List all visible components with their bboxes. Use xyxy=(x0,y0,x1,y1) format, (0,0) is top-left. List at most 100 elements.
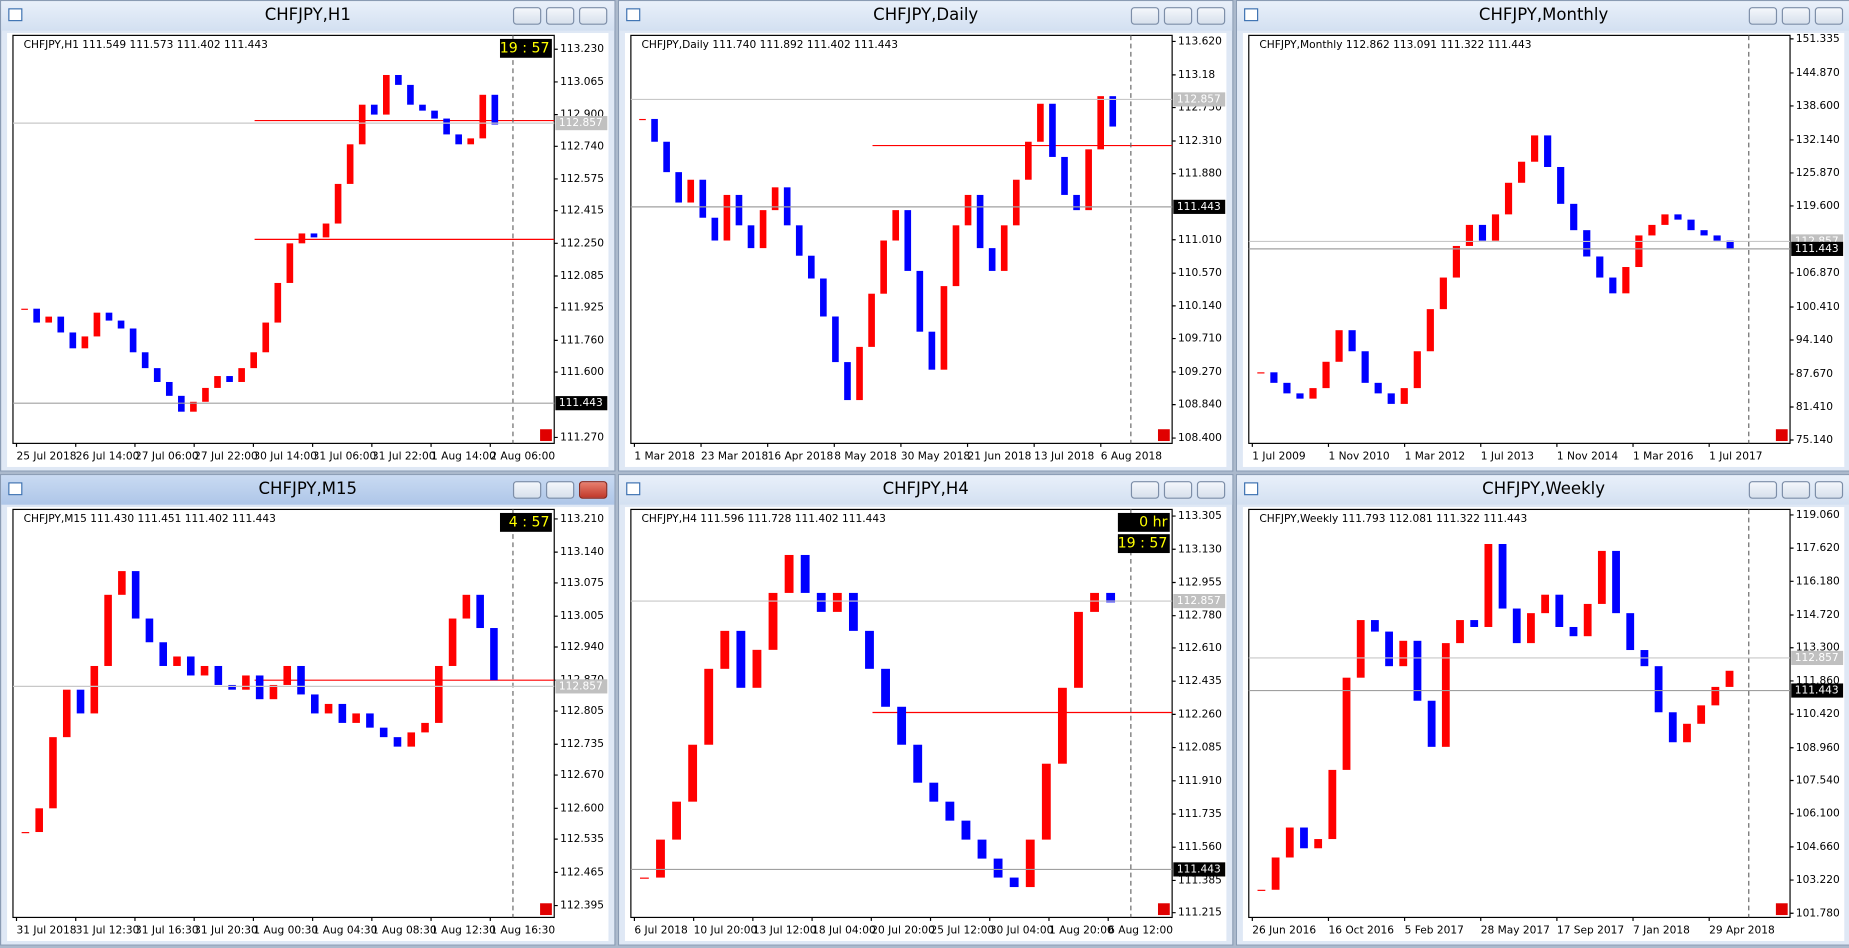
candle xyxy=(1478,224,1487,241)
candle xyxy=(1109,96,1117,127)
candle xyxy=(675,172,682,203)
y-tick-label: 108.840 xyxy=(1178,398,1222,411)
window-icon xyxy=(1244,482,1259,496)
candle xyxy=(1342,677,1351,770)
candle xyxy=(977,839,987,859)
y-tick-label: 138.600 xyxy=(1796,99,1840,112)
candle xyxy=(913,744,923,783)
x-tick-label: 1 Aug 20:00 xyxy=(1049,923,1114,936)
x-tick-label: 31 Jul 2018 xyxy=(17,923,77,936)
x-tick-label: 16 Oct 2016 xyxy=(1328,923,1394,936)
close-button[interactable] xyxy=(1196,7,1226,25)
candle xyxy=(286,243,294,283)
candle xyxy=(1309,388,1317,399)
chart-area: 113.620113.18112.750112.310111.880111.01… xyxy=(624,33,1227,467)
x-tick-label: 6 Aug 2018 xyxy=(1101,449,1162,462)
candle xyxy=(105,312,113,321)
x-tick-label: 10 Jul 20:00 xyxy=(694,923,758,936)
candle xyxy=(1452,245,1460,278)
one-click-button[interactable] xyxy=(1775,903,1788,916)
close-button[interactable] xyxy=(1814,481,1844,499)
x-tick-label: 1 Aug 16:30 xyxy=(490,923,555,936)
close-button[interactable] xyxy=(578,481,608,499)
candle xyxy=(159,642,168,666)
candle xyxy=(322,223,330,238)
candle xyxy=(202,387,209,402)
candle xyxy=(735,194,743,226)
one-click-button[interactable] xyxy=(540,903,552,916)
candle xyxy=(1385,631,1393,667)
candle xyxy=(964,194,972,226)
y-tick-label: 113.305 xyxy=(1178,509,1222,522)
candle xyxy=(832,316,839,363)
candle xyxy=(1713,235,1721,241)
timer-box xyxy=(1117,512,1170,532)
x-tick-label: 1 Mar 2018 xyxy=(634,449,695,462)
candle xyxy=(688,744,698,802)
candle xyxy=(1025,839,1035,888)
one-click-button[interactable] xyxy=(1775,429,1788,442)
candle xyxy=(844,362,851,401)
candle xyxy=(1328,769,1337,840)
candle xyxy=(431,110,438,119)
candle xyxy=(214,376,221,388)
maximize-button[interactable] xyxy=(1163,481,1193,499)
y-tick-label: 106.100 xyxy=(1796,807,1840,820)
maximize-button[interactable] xyxy=(545,7,575,25)
candle xyxy=(1283,382,1291,394)
close-button[interactable] xyxy=(578,7,608,25)
price-label-box xyxy=(555,679,608,694)
candle xyxy=(868,293,875,347)
maximize-button[interactable] xyxy=(1781,481,1811,499)
y-tick-label: 112.780 xyxy=(1178,609,1222,622)
y-tick-label: 144.870 xyxy=(1796,66,1840,79)
candle xyxy=(379,727,388,738)
chart-area: 119.060117.620116.180114.720113.300111.8… xyxy=(1242,507,1845,942)
minimize-button[interactable] xyxy=(1748,481,1778,499)
close-button[interactable] xyxy=(1196,481,1226,499)
y-tick-label: 112.415 xyxy=(560,204,604,217)
candle xyxy=(1009,877,1019,888)
x-tick-label: 18 Jul 04:00 xyxy=(812,923,876,936)
timer-box xyxy=(1117,534,1170,554)
candle xyxy=(1648,224,1656,236)
candle xyxy=(1037,103,1044,142)
candle xyxy=(324,703,333,714)
candle xyxy=(370,104,378,115)
candle xyxy=(1057,687,1067,764)
close-button[interactable] xyxy=(1814,7,1844,25)
candle xyxy=(928,331,936,370)
candle xyxy=(1725,670,1734,687)
candle xyxy=(338,703,347,723)
x-tick-label: 26 Jun 2016 xyxy=(1252,923,1316,936)
candle xyxy=(35,808,43,833)
candle xyxy=(752,649,762,688)
minimize-button[interactable] xyxy=(1748,7,1778,25)
price-label-box xyxy=(1173,862,1226,877)
x-tick-label: 2 Aug 06:00 xyxy=(490,449,555,462)
maximize-button[interactable] xyxy=(1163,7,1193,25)
candle xyxy=(1061,156,1068,195)
candle xyxy=(1085,149,1092,211)
candle xyxy=(1700,230,1708,236)
maximize-button[interactable] xyxy=(545,481,575,499)
minimize-button[interactable] xyxy=(1130,481,1160,499)
title-bar: CHFJPY,M15 xyxy=(1,475,615,505)
candle xyxy=(759,210,767,249)
info-line: CHFJPY,H1 111.549 111.573 111.402 111.44… xyxy=(24,38,268,51)
candle xyxy=(704,668,714,745)
one-click-button[interactable] xyxy=(1157,903,1170,916)
x-tick-label: 30 Jul 14:00 xyxy=(253,449,317,462)
maximize-button[interactable] xyxy=(1781,7,1811,25)
candle xyxy=(904,210,912,271)
one-click-button[interactable] xyxy=(540,429,552,442)
candle xyxy=(1635,235,1643,268)
minimize-button[interactable] xyxy=(512,7,542,25)
timer: 0 hr xyxy=(1117,512,1170,532)
candle xyxy=(800,554,810,593)
candle xyxy=(81,336,89,349)
one-click-button[interactable] xyxy=(1157,429,1170,442)
minimize-button[interactable] xyxy=(1130,7,1160,25)
minimize-button[interactable] xyxy=(512,481,542,499)
candle xyxy=(1041,763,1051,840)
